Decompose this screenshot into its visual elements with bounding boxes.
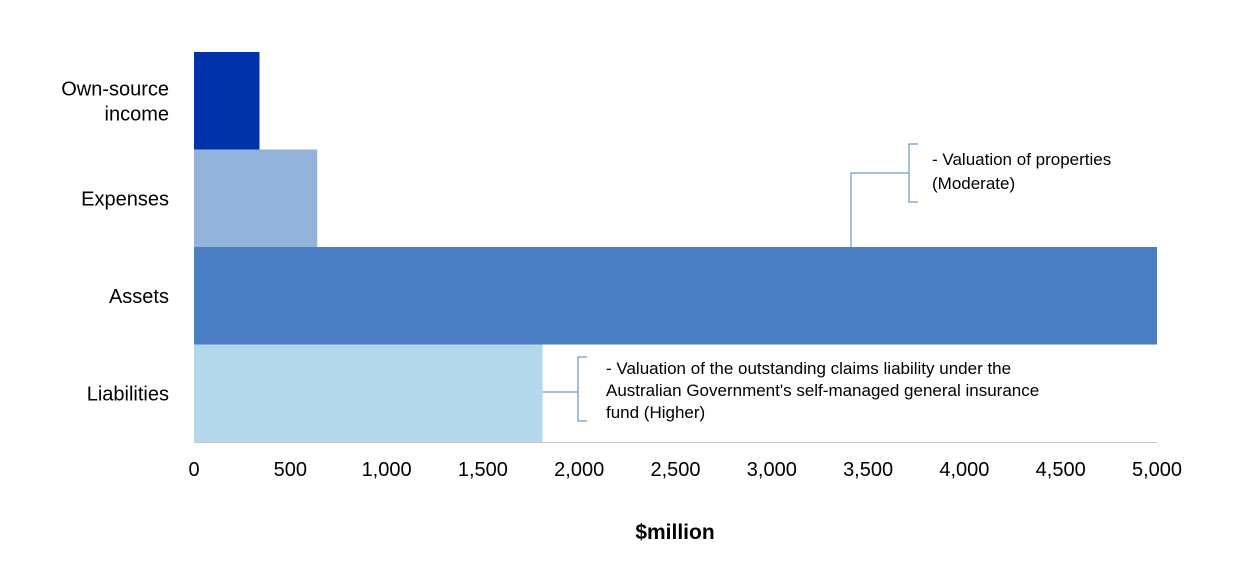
category-label: Assets [109, 286, 169, 308]
annotation-text: fund (Higher) [606, 403, 705, 422]
annotations: - Valuation of properties(Moderate)- Val… [542, 143, 1111, 422]
annotation-text: - Valuation of the outstanding claims li… [606, 359, 1011, 378]
x-tick-label: 500 [274, 459, 307, 481]
category-label: Expenses [81, 188, 169, 210]
annotation-text: - Valuation of properties [932, 150, 1111, 169]
bars-group [194, 52, 1157, 442]
x-tick-label: 5,000 [1132, 459, 1182, 481]
x-tick-label: 2,000 [554, 459, 604, 481]
bar-2 [194, 247, 1157, 345]
x-tick-label: 3,500 [843, 459, 893, 481]
category-labels: Own-source income Expenses Assets Liabilitie… [61, 78, 169, 405]
x-tick-labels: 0 500 1,000 1,500 2,000 2,500 3,000 3,500 4,000 4… [188, 459, 1182, 481]
category-label: income [105, 103, 169, 125]
annotation-text: (Moderate) [932, 174, 1015, 193]
annotation-claims: - Valuation of the outstanding claims li… [542, 356, 1039, 422]
x-tick-label: 2,500 [650, 459, 700, 481]
annotation-bracket [908, 143, 918, 203]
x-tick-label: 3,000 [747, 459, 797, 481]
category-label: Liabilities [87, 383, 169, 405]
x-tick-label: 4,500 [1036, 459, 1086, 481]
annotation-text: Australian Government's self-managed gen… [606, 381, 1039, 400]
x-axis-title: $million [635, 521, 714, 544]
bar-1 [194, 149, 318, 247]
annotation-properties: - Valuation of properties (Moderate) [850, 143, 1111, 247]
x-tick-label: 1,000 [362, 459, 412, 481]
annotation-bracket [577, 356, 587, 422]
annotation-connector [850, 172, 909, 247]
x-tick-label: 4,000 [939, 459, 989, 481]
category-label: Own-source [61, 78, 169, 100]
x-tick-label: 0 [188, 459, 199, 481]
x-tick-label: 1,500 [458, 459, 508, 481]
bar-0 [194, 52, 260, 150]
bar-3 [194, 344, 543, 442]
